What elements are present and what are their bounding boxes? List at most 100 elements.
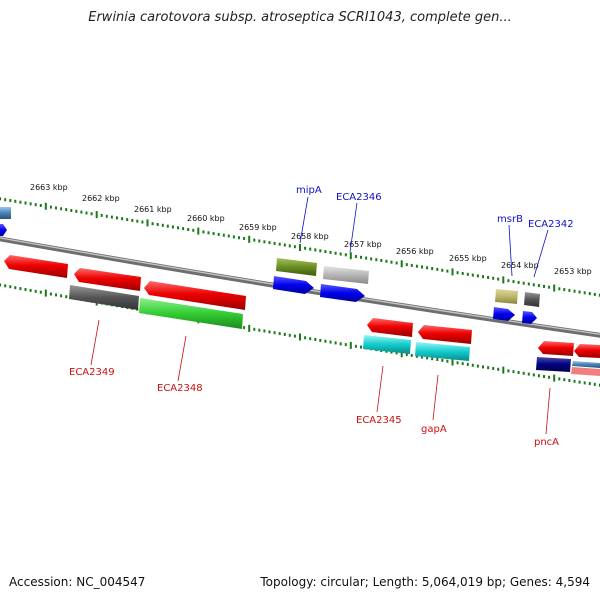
minor-tick <box>558 287 561 291</box>
minor-tick <box>0 197 2 201</box>
gene-arrow-blue[interactable] <box>320 284 365 302</box>
minor-tick <box>4 198 7 202</box>
minor-tick <box>105 214 108 218</box>
gene-arrow-steel-edge[interactable] <box>572 361 600 368</box>
minor-tick <box>19 287 22 291</box>
gene-arrow-edge-blue[interactable] <box>0 224 7 236</box>
gene-arrow-red[interactable] <box>144 281 246 310</box>
minor-tick <box>212 232 215 236</box>
minor-tick <box>354 255 357 258</box>
minor-tick <box>466 272 469 276</box>
gene-ECA2349[interactable] <box>69 285 139 310</box>
minor-tick <box>563 378 566 382</box>
minor-tick <box>304 336 307 340</box>
gene-label-ECA2342[interactable]: ECA2342 <box>528 219 574 230</box>
minor-tick <box>466 362 469 366</box>
gene-label-pncA[interactable]: pncA <box>534 437 559 448</box>
minor-tick <box>360 345 362 349</box>
gene-ECA2345[interactable] <box>363 335 411 354</box>
scale-label: 2654 kbp <box>501 261 539 270</box>
gene-label-ECA2345[interactable]: ECA2345 <box>356 415 402 426</box>
gene-msrB[interactable] <box>495 289 518 304</box>
gene-arrow-pink-edge[interactable] <box>571 367 600 376</box>
gene-label-mipA[interactable]: mipA <box>296 185 322 196</box>
minor-tick <box>410 353 413 357</box>
minor-tick <box>283 332 286 336</box>
minor-tick <box>487 276 490 279</box>
gene-ECA2348[interactable] <box>139 298 243 329</box>
minor-tick <box>29 202 32 206</box>
leader-line <box>545 387 551 435</box>
minor-tick <box>507 369 510 373</box>
minor-tick <box>431 267 434 271</box>
minor-tick <box>24 288 27 291</box>
minor-tick <box>548 285 551 289</box>
minor-tick <box>34 203 37 207</box>
minor-tick <box>476 274 479 278</box>
gene-arrow-red[interactable] <box>74 268 141 291</box>
minor-tick <box>354 344 357 348</box>
minor-tick <box>537 374 540 378</box>
minor-tick <box>568 379 571 382</box>
gene-gapA[interactable] <box>415 342 470 361</box>
gene-arrow-red[interactable] <box>538 341 574 356</box>
minor-tick <box>192 228 195 232</box>
minor-tick <box>421 265 423 269</box>
gene-label-ECA2349[interactable]: ECA2349 <box>69 367 115 378</box>
gene-ECA2346[interactable] <box>323 266 369 284</box>
minor-tick <box>65 208 68 212</box>
gene-ECA2342[interactable] <box>524 292 540 307</box>
gene-arrow-red[interactable] <box>367 318 413 337</box>
leader-line <box>299 196 309 244</box>
minor-tick <box>324 339 327 343</box>
minor-tick <box>598 293 600 297</box>
minor-tick <box>243 326 246 330</box>
major-tick <box>349 252 352 260</box>
minor-tick <box>436 267 439 271</box>
scale-label: 2659 kbp <box>239 223 277 232</box>
gene-arrow-edge-left[interactable] <box>0 207 11 219</box>
minor-tick <box>395 351 398 355</box>
minor-tick <box>90 212 93 216</box>
major-tick <box>502 276 505 284</box>
minor-tick <box>309 247 312 251</box>
minor-tick <box>578 380 581 384</box>
minor-tick <box>100 213 103 217</box>
minor-tick <box>314 338 317 341</box>
gene-arrow-red-edge[interactable] <box>574 344 600 358</box>
minor-tick <box>522 371 525 375</box>
major-tick <box>248 324 251 332</box>
gene-arrow-blue[interactable] <box>493 307 515 321</box>
minor-tick <box>227 234 230 238</box>
minor-tick <box>263 329 266 333</box>
minor-tick <box>461 362 464 366</box>
leader-line <box>376 365 384 413</box>
minor-tick <box>34 289 37 293</box>
gene-label-gapA[interactable]: gapA <box>421 424 447 435</box>
minor-tick <box>268 330 271 334</box>
major-tick <box>146 219 149 227</box>
minor-tick <box>583 291 586 295</box>
minor-tick <box>9 199 12 202</box>
minor-tick <box>202 230 205 234</box>
gene-arrow-blue[interactable] <box>522 311 537 324</box>
gene-mipA[interactable] <box>276 258 317 276</box>
scale-label: 2660 kbp <box>187 214 225 223</box>
minor-tick <box>583 381 586 385</box>
major-tick <box>248 235 251 243</box>
minor-tick <box>548 375 551 379</box>
gene-label-ECA2348[interactable]: ECA2348 <box>157 383 203 394</box>
minor-tick <box>49 205 52 209</box>
accession-text: Accession: NC_004547 <box>9 575 146 589</box>
gene-label-msrB[interactable]: msrB <box>497 214 523 225</box>
gene-arrow-red[interactable] <box>418 325 472 344</box>
gene-arrow-red[interactable] <box>4 255 68 278</box>
gene-label-ECA2346[interactable]: ECA2346 <box>336 192 382 203</box>
gene-pncA[interactable] <box>536 357 571 372</box>
minor-tick <box>593 382 596 386</box>
minor-tick <box>370 257 373 261</box>
minor-tick <box>532 283 535 287</box>
gene-arrow-blue[interactable] <box>273 276 314 294</box>
minor-tick <box>238 236 240 240</box>
